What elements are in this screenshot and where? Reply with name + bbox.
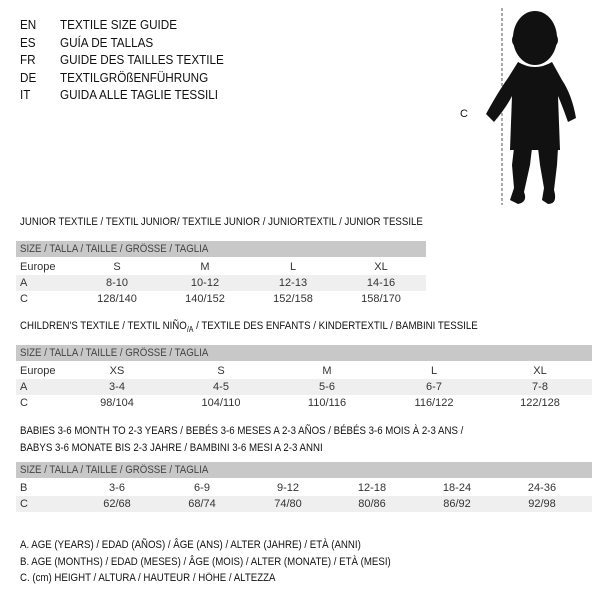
baby-silhouette-icon [486, 8, 576, 205]
cell: 110/116 [307, 397, 347, 409]
title-part: CHILDREN'S TEXTILE / TEXTIL NIÑO [20, 320, 187, 332]
header-label: SIZE / TALLA / TAILLE / GRÖSSE / TAGLIA [20, 243, 209, 255]
legend-b: B. AGE (MONTHS) / EDAD (MESES) / ÂGE (MO… [20, 556, 391, 568]
junior-size-table: SIZE / TALLA / TAILLE / GRÖSSE / TAGLIA … [16, 241, 426, 307]
title-subscript: /A [186, 325, 194, 335]
row-label: A [20, 381, 28, 393]
table-row: A 8-10 10-12 12-13 14-16 [16, 275, 426, 291]
table-header: SIZE / TALLA / TAILLE / GRÖSSE / TAGLIA [16, 241, 426, 257]
cell: 86/92 [443, 498, 471, 510]
cell: 4-5 [213, 381, 229, 393]
row-label: Europe [20, 365, 56, 377]
cell: S [217, 365, 225, 377]
lang-code: FR [20, 52, 36, 67]
lang-title: GUIDA ALLE TAGLIE TESSILI [60, 87, 219, 102]
cell: 7-8 [532, 381, 548, 393]
lang-code: EN [20, 17, 37, 32]
cell: 140/152 [185, 293, 225, 305]
cell: XS [109, 365, 125, 377]
lang-title: TEXTILE SIZE GUIDE [60, 17, 178, 32]
babies-size-table: SIZE / TALLA / TAILLE / GRÖSSE / TAGLIA … [16, 462, 592, 512]
cell: 9-12 [276, 482, 300, 494]
cell: 116/122 [414, 397, 454, 409]
cell: S [113, 261, 121, 273]
cell: 12-13 [278, 277, 308, 289]
cell: XL [374, 261, 388, 273]
cell: L [430, 365, 438, 377]
cell: M [200, 261, 210, 273]
table-row: Europe S M L XL [16, 259, 426, 275]
legend-a: A. AGE (YEARS) / EDAD (AÑOS) / ÂGE (ANS)… [20, 539, 361, 551]
cell: 6-7 [426, 381, 442, 393]
babies-section-title: BABIES 3-6 MONTH TO 2-3 YEARS / BEBÉS 3-… [20, 425, 464, 437]
cell: 8-10 [105, 277, 129, 289]
title-part: / TEXTILE DES ENFANTS / KINDERTEXTIL / B… [193, 320, 478, 332]
cell: 62/68 [103, 498, 131, 510]
cell: M [322, 365, 332, 377]
row-label: C [20, 397, 28, 409]
row-label: Europe [20, 261, 56, 273]
table-header: SIZE / TALLA / TAILLE / GRÖSSE / TAGLIA [16, 345, 592, 361]
table-row: A 3-4 4-5 5-6 6-7 7-8 [16, 379, 592, 395]
children-size-table: SIZE / TALLA / TAILLE / GRÖSSE / TAGLIA … [16, 345, 592, 411]
table-row: C 128/140 140/152 152/158 158/170 [16, 291, 426, 307]
cell: 3-4 [109, 381, 125, 393]
table-row: Europe XS S M L XL [16, 363, 592, 379]
cell: L [289, 261, 297, 273]
cell: 98/104 [100, 397, 134, 409]
lang-code: DE [20, 69, 37, 85]
header-label: SIZE / TALLA / TAILLE / GRÖSSE / TAGLIA [20, 464, 209, 476]
cell: 24-36 [527, 482, 557, 494]
cell: 3-6 [109, 482, 125, 494]
table-header: SIZE / TALLA / TAILLE / GRÖSSE / TAGLIA [16, 462, 592, 478]
lang-code: IT [20, 87, 31, 102]
cell: 92/98 [528, 498, 556, 510]
cell: 10-12 [190, 277, 220, 289]
lang-title: TEXTILGRÖßENFÜHRUNG [60, 69, 209, 85]
lang-title: GUÍA DE TALLAS [60, 34, 154, 50]
lang-code: ES [20, 34, 36, 50]
row-label: B [20, 482, 28, 494]
lang-title: GUIDE DES TAILLES TEXTILE [60, 52, 224, 67]
cell: 158/170 [361, 293, 401, 305]
cell: 152/158 [273, 293, 313, 305]
babies-section-title-2: BABYS 3-6 MONATE BIS 2-3 JAHRE / BAMBINI… [20, 442, 323, 454]
cell: 128/140 [97, 293, 137, 305]
cell: 104/110 [201, 397, 241, 409]
height-label: C [460, 108, 468, 120]
row-label: C [20, 498, 28, 510]
table-row: C 98/104 104/110 110/116 116/122 122/128 [16, 395, 592, 411]
cell: XL [533, 365, 547, 377]
cell: 6-9 [194, 482, 210, 494]
table-row: C 62/68 68/74 74/80 80/86 86/92 92/98 [16, 496, 592, 512]
children-section-title: CHILDREN'S TEXTILE / TEXTIL NIÑO/A / TEX… [20, 320, 478, 334]
row-label: A [20, 277, 28, 289]
cell: 12-18 [357, 482, 387, 494]
cell: 68/74 [188, 498, 216, 510]
junior-section-title: JUNIOR TEXTILE / TEXTIL JUNIOR/ TEXTILE … [20, 216, 423, 228]
header-label: SIZE / TALLA / TAILLE / GRÖSSE / TAGLIA [20, 347, 209, 359]
cell: 74/80 [274, 498, 302, 510]
row-label: C [20, 293, 28, 305]
cell: 18-24 [442, 482, 472, 494]
cell: 5-6 [319, 381, 335, 393]
cell: 80/86 [358, 498, 386, 510]
cell: 122/128 [520, 397, 560, 409]
legend-c: C. (cm) HEIGHT / ALTURA / HAUTEUR / HÖHE… [20, 572, 276, 584]
cell: 14-16 [366, 277, 396, 289]
table-row: B 3-6 6-9 9-12 12-18 18-24 24-36 [16, 480, 592, 496]
